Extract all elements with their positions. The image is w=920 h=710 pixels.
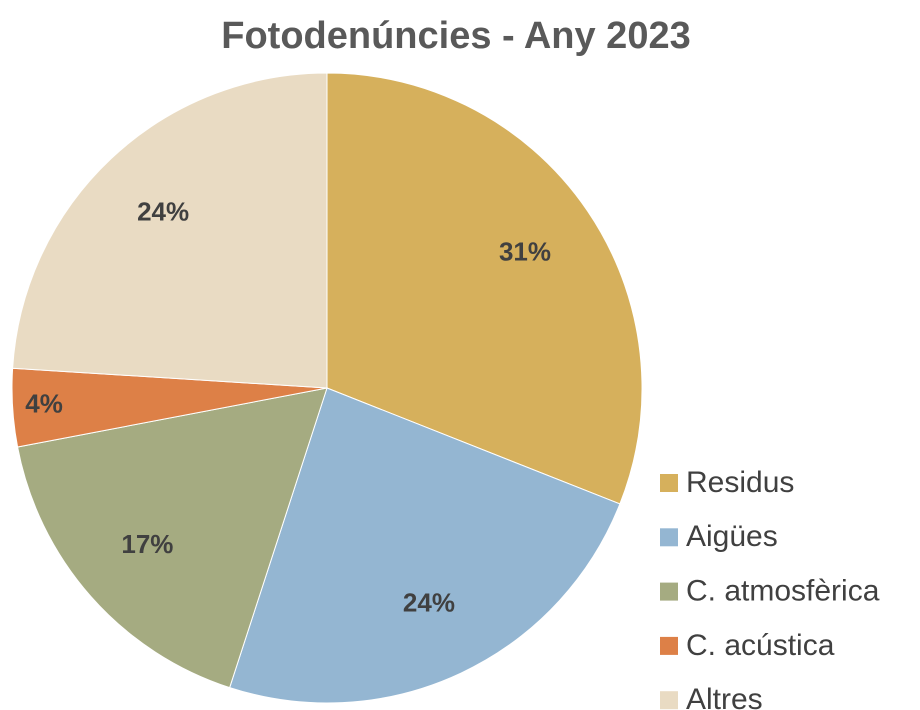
data-label: 24% xyxy=(137,196,189,226)
pie-slice xyxy=(229,387,621,704)
data-label: 4% xyxy=(25,389,63,419)
legend-swatch xyxy=(660,474,678,492)
legend-swatch xyxy=(660,636,678,655)
legend-swatch xyxy=(660,691,678,710)
chart-title: Fotodenúncies - Any 2023 xyxy=(221,15,690,57)
legend-label: C. acústica xyxy=(686,629,835,662)
legend-label: Residus xyxy=(686,466,794,499)
legend-swatch xyxy=(660,582,678,601)
pie-slice xyxy=(16,387,328,689)
legend-label: Aigües xyxy=(686,520,778,553)
legend-label: Altres xyxy=(686,683,763,710)
pie-slice xyxy=(12,72,328,389)
data-label: 17% xyxy=(121,529,173,559)
pie-slice xyxy=(326,72,643,505)
legend-swatch xyxy=(660,528,678,547)
data-label: 31% xyxy=(499,236,551,266)
data-label: 24% xyxy=(403,587,455,617)
legend-label: C. atmosfèrica xyxy=(686,575,880,608)
